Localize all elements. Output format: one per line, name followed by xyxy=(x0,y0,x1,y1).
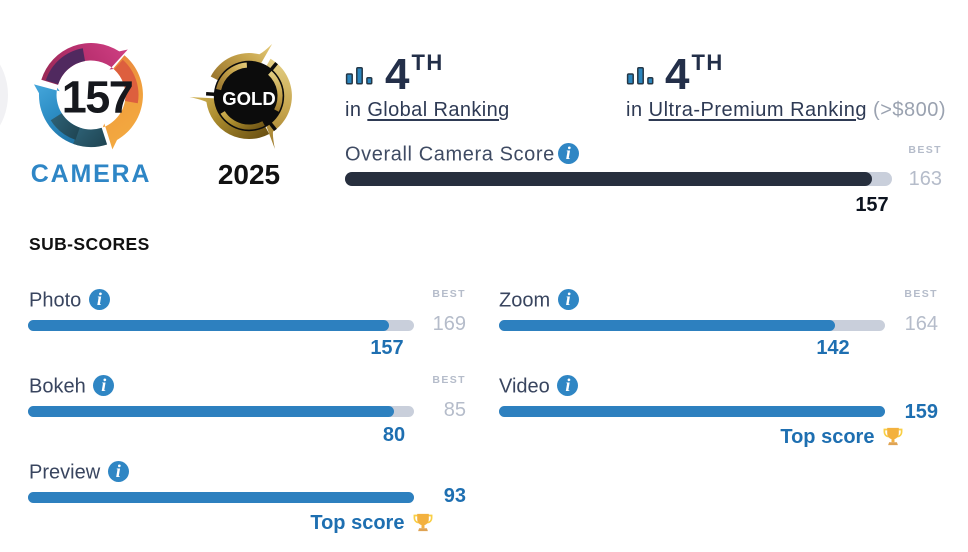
svg-text:GOLD: GOLD xyxy=(222,88,275,109)
svg-text:157: 157 xyxy=(62,72,133,123)
